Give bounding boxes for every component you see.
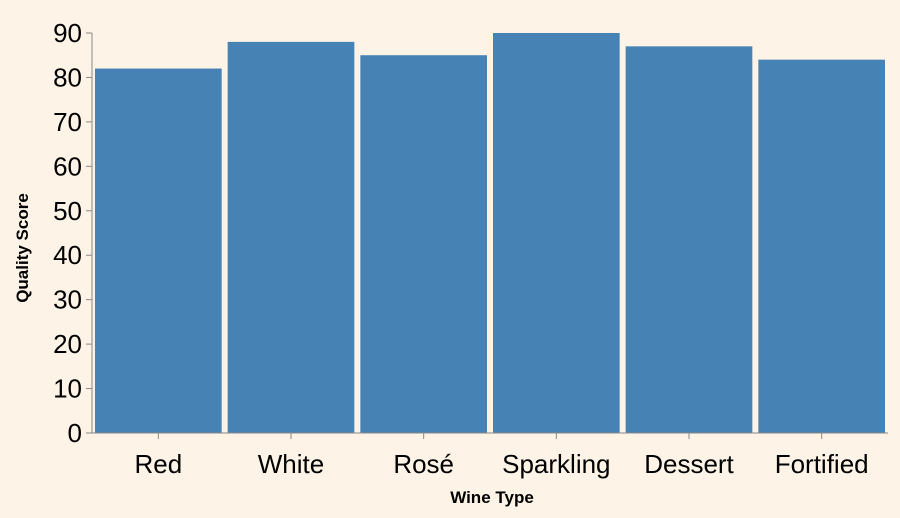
y-tick-label: 60 bbox=[53, 151, 82, 181]
y-tick-label: 40 bbox=[53, 240, 82, 270]
x-tick-label: Fortified bbox=[775, 449, 869, 479]
y-tick-label: 70 bbox=[53, 107, 82, 137]
y-axis: 0 10 20 30 40 50 60 70 80 90 bbox=[53, 18, 93, 448]
x-tick-label: Dessert bbox=[644, 449, 734, 479]
y-tick-label: 30 bbox=[53, 285, 82, 315]
y-tick-label: 0 bbox=[68, 418, 82, 448]
y-tick-label: 50 bbox=[53, 196, 82, 226]
bar-white[interactable] bbox=[227, 41, 355, 434]
x-tick-label: Sparkling bbox=[502, 449, 610, 479]
x-tick-label: Rosé bbox=[393, 449, 454, 479]
bar-sparkling[interactable] bbox=[493, 33, 620, 433]
bar-rosé[interactable] bbox=[360, 55, 487, 433]
bar-red[interactable] bbox=[95, 68, 222, 434]
y-tick-label: 90 bbox=[53, 18, 82, 48]
bar-dessert[interactable] bbox=[625, 46, 753, 433]
y-axis-title: Quality Score bbox=[13, 193, 32, 303]
x-tick-label: Red bbox=[134, 449, 182, 479]
x-axis-title: Wine Type bbox=[450, 488, 534, 507]
y-tick-label: 10 bbox=[53, 374, 82, 404]
y-tick-label: 20 bbox=[53, 329, 82, 359]
y-tick-label: 80 bbox=[53, 62, 82, 92]
bars bbox=[95, 33, 885, 434]
x-axis: Red White Rosé Sparkling Dessert Fortified bbox=[92, 432, 888, 479]
x-tick-label: White bbox=[258, 449, 324, 479]
bar-fortified[interactable] bbox=[758, 59, 885, 434]
